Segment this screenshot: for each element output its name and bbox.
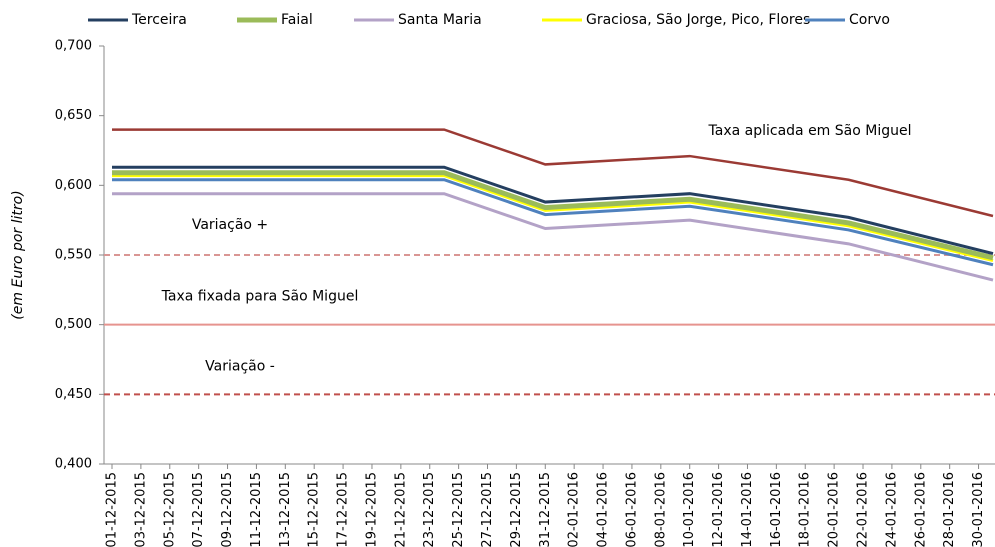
x-tick-label: 08-01-2016: [653, 472, 668, 547]
x-tick-label: 12-01-2016: [711, 472, 726, 547]
y-tick-label: 0,550: [55, 248, 92, 263]
x-tick-label: 25-12-2015: [451, 472, 466, 547]
y-tick-label: 0,500: [55, 317, 92, 332]
x-tick-label: 09-12-2015: [220, 472, 235, 547]
legend-label: Santa Maria: [398, 12, 482, 28]
series-line: [112, 174, 994, 263]
y-tick-label: 0,450: [55, 387, 92, 402]
x-tick-label: 20-01-2016: [827, 472, 842, 547]
y-tick-label: 0,400: [55, 457, 92, 472]
x-tick-label: 05-12-2015: [162, 472, 177, 547]
series-line: [112, 165, 994, 256]
reference-label: Variação -: [205, 358, 275, 374]
series-line: [112, 170, 994, 261]
legend-label: Graciosa, São Jorge, Pico, Flores: [586, 12, 810, 28]
reference-label: Variação +: [192, 217, 268, 233]
x-tick-label: 19-12-2015: [364, 472, 379, 547]
x-tick-label: 01-12-2015: [105, 472, 120, 547]
y-tick-label: 0,600: [55, 178, 92, 193]
x-tick-label: 04-01-2016: [596, 472, 611, 547]
x-tick-label: 23-12-2015: [422, 472, 437, 547]
annotated-label: Taxa aplicada em São Miguel: [708, 123, 912, 139]
legend-label: Terceira: [131, 12, 187, 28]
x-tick-label: 11-12-2015: [249, 472, 264, 547]
x-tick-label: 18-01-2016: [798, 472, 813, 547]
x-tick-label: 03-12-2015: [133, 472, 148, 547]
series-line: [112, 192, 994, 282]
x-tick-label: 29-12-2015: [509, 472, 524, 547]
legend-label: Corvo: [849, 12, 890, 28]
reference-label: Taxa fixada para São Miguel: [161, 289, 359, 305]
x-tick-label: 10-01-2016: [682, 472, 697, 547]
x-tick-label: 17-12-2015: [336, 472, 351, 547]
annotated-line: [112, 128, 994, 218]
x-tick-label: 15-12-2015: [307, 472, 322, 547]
legend-label: Faial: [281, 12, 313, 28]
y-axis-title: (em Euro por litro): [10, 190, 26, 319]
x-tick-label: 28-01-2016: [942, 472, 957, 547]
x-tick-label: 02-01-2016: [567, 472, 582, 547]
x-tick-label: 24-01-2016: [884, 472, 899, 547]
x-tick-label: 26-01-2016: [913, 472, 928, 547]
x-tick-label: 14-01-2016: [740, 472, 755, 547]
x-tick-label: 22-01-2016: [856, 472, 871, 547]
x-tick-label: 31-12-2015: [538, 472, 553, 547]
x-tick-label: 27-12-2015: [480, 472, 495, 547]
x-tick-label: 13-12-2015: [278, 472, 293, 547]
x-tick-label: 30-01-2016: [971, 472, 986, 547]
y-tick-label: 0,700: [55, 39, 92, 54]
x-tick-label: 07-12-2015: [191, 472, 206, 547]
x-tick-label: 06-01-2016: [624, 472, 639, 547]
y-tick-label: 0,650: [55, 108, 92, 123]
series-line: [112, 178, 994, 267]
x-tick-label: 16-01-2016: [769, 472, 784, 547]
x-tick-label: 21-12-2015: [393, 472, 408, 547]
